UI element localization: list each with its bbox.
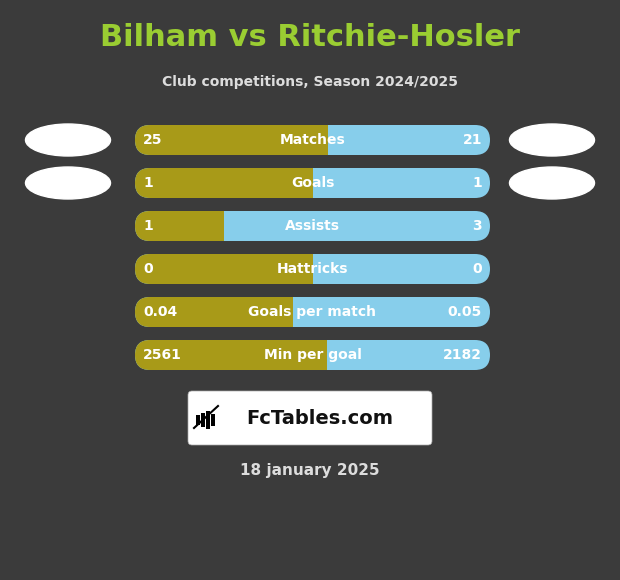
Text: 0.05: 0.05 bbox=[448, 305, 482, 319]
Bar bbox=[211, 414, 215, 426]
Text: 21: 21 bbox=[463, 133, 482, 147]
Text: 2561: 2561 bbox=[143, 348, 182, 362]
FancyBboxPatch shape bbox=[135, 297, 490, 327]
Text: 0: 0 bbox=[143, 262, 153, 276]
Text: Club competitions, Season 2024/2025: Club competitions, Season 2024/2025 bbox=[162, 75, 458, 89]
Text: 2182: 2182 bbox=[443, 348, 482, 362]
FancyBboxPatch shape bbox=[135, 125, 490, 155]
FancyBboxPatch shape bbox=[135, 254, 490, 284]
Text: Hattricks: Hattricks bbox=[277, 262, 348, 276]
Text: 0: 0 bbox=[472, 262, 482, 276]
Bar bbox=[201, 413, 205, 427]
FancyBboxPatch shape bbox=[135, 125, 490, 155]
Text: 3: 3 bbox=[472, 219, 482, 233]
Text: Assists: Assists bbox=[285, 219, 340, 233]
FancyBboxPatch shape bbox=[188, 391, 432, 445]
FancyBboxPatch shape bbox=[135, 211, 490, 241]
Text: 1: 1 bbox=[143, 219, 153, 233]
Text: Matches: Matches bbox=[280, 133, 345, 147]
Text: 18 january 2025: 18 january 2025 bbox=[240, 462, 380, 477]
FancyBboxPatch shape bbox=[135, 168, 490, 198]
Text: Goals: Goals bbox=[291, 176, 334, 190]
Bar bbox=[196, 415, 200, 425]
Ellipse shape bbox=[25, 124, 110, 156]
Text: 1: 1 bbox=[143, 176, 153, 190]
Text: 25: 25 bbox=[143, 133, 162, 147]
Text: Min per goal: Min per goal bbox=[264, 348, 361, 362]
FancyBboxPatch shape bbox=[135, 340, 490, 370]
FancyBboxPatch shape bbox=[135, 168, 490, 198]
Text: Goals per match: Goals per match bbox=[249, 305, 376, 319]
Bar bbox=[206, 411, 210, 429]
FancyBboxPatch shape bbox=[135, 254, 490, 284]
Ellipse shape bbox=[25, 167, 110, 199]
FancyBboxPatch shape bbox=[135, 297, 490, 327]
FancyBboxPatch shape bbox=[135, 211, 490, 241]
Text: FcTables.com: FcTables.com bbox=[247, 408, 394, 427]
Ellipse shape bbox=[510, 124, 595, 156]
Text: 1: 1 bbox=[472, 176, 482, 190]
Text: 0.04: 0.04 bbox=[143, 305, 177, 319]
Ellipse shape bbox=[510, 167, 595, 199]
Text: Bilham vs Ritchie-Hosler: Bilham vs Ritchie-Hosler bbox=[100, 24, 520, 53]
FancyBboxPatch shape bbox=[135, 340, 490, 370]
